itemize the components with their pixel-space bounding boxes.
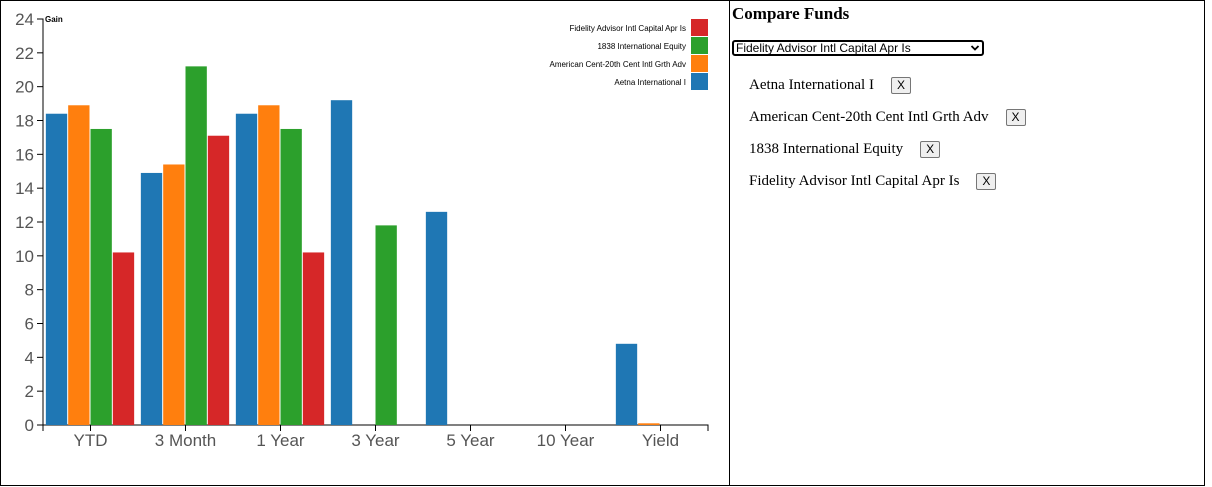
bar: [281, 129, 302, 425]
bar: [68, 105, 89, 425]
fund-item: Fidelity Advisor Intl Capital Apr Is X: [749, 165, 1026, 197]
y-tick-label: 18: [15, 112, 34, 131]
bar: [113, 252, 134, 425]
legend-label: Aetna International I: [614, 78, 686, 87]
x-tick-label: YTD: [74, 431, 108, 450]
fund-item: Aetna International I X: [749, 69, 1026, 101]
y-tick-label: 8: [25, 281, 34, 300]
x-tick-label: 3 Month: [155, 431, 216, 450]
fund-item: 1838 International Equity X: [749, 133, 1026, 165]
x-tick-label: 10 Year: [537, 431, 595, 450]
x-axis: YTD 3 Month 1 Year 3 Year 5 Year 10 Year Yield: [43, 425, 708, 450]
fund-list: Aetna International I X American Cent-20…: [749, 69, 1026, 197]
legend-swatch: [691, 73, 708, 90]
fund-item: American Cent-20th Cent Intl Grth Adv X: [749, 101, 1026, 133]
x-tick-label: 5 Year: [446, 431, 495, 450]
fund-select[interactable]: Fidelity Advisor Intl Capital Apr Is: [732, 40, 984, 56]
y-tick-label: 22: [15, 44, 34, 63]
legend-swatch: [691, 55, 708, 72]
fund-select-value: Fidelity Advisor Intl Capital Apr Is: [736, 42, 970, 54]
x-tick-label: 3 Year: [351, 431, 400, 450]
bar: [163, 164, 184, 425]
bar: [258, 105, 279, 425]
bar: [331, 100, 352, 425]
remove-fund-button[interactable]: X: [1006, 109, 1026, 126]
y-axis-label: Gain: [45, 15, 63, 24]
compare-panel: Compare Funds Fidelity Advisor Intl Capi…: [729, 0, 1205, 486]
bar: [186, 66, 207, 425]
legend-swatch: [691, 37, 708, 54]
panel-title: Compare Funds: [732, 4, 849, 24]
fund-name: Aetna International I: [749, 77, 874, 94]
x-tick-label: Yield: [642, 431, 679, 450]
y-tick-label: 0: [25, 416, 34, 435]
bar: [141, 173, 162, 425]
fund-name: American Cent-20th Cent Intl Grth Adv: [749, 109, 989, 126]
bar: [638, 423, 659, 425]
y-tick-label: 16: [15, 145, 34, 164]
legend-label: American Cent-20th Cent Intl Grth Adv: [549, 60, 686, 69]
legend-swatch: [691, 19, 708, 36]
bar: [236, 114, 257, 425]
y-tick-label: 20: [15, 78, 34, 97]
bars: [46, 66, 660, 425]
fund-name: Fidelity Advisor Intl Capital Apr Is: [749, 173, 959, 190]
remove-fund-button[interactable]: X: [891, 77, 911, 94]
y-tick-label: 6: [25, 315, 34, 334]
legend: Fidelity Advisor Intl Capital Apr Is 1838…: [549, 19, 708, 90]
x-tick-label: 1 Year: [256, 431, 305, 450]
bar: [376, 225, 397, 425]
bar: [303, 252, 324, 425]
chevron-down-icon: [970, 43, 980, 53]
y-tick-label: 14: [15, 179, 34, 198]
fund-name: 1838 International Equity: [749, 141, 903, 158]
bar: [426, 212, 447, 425]
bar: [91, 129, 112, 425]
y-tick-label: 24: [15, 10, 34, 29]
y-tick-label: 10: [15, 247, 34, 266]
remove-fund-button[interactable]: X: [976, 173, 996, 190]
remove-fund-button[interactable]: X: [920, 141, 940, 158]
y-tick-label: 2: [25, 382, 34, 401]
legend-label: 1838 International Equity: [597, 42, 686, 51]
chart-panel: 0 2 4 6 8 10 12 14 16 18 20 22 24 Gain YTD 3 Month 1 Yea…: [0, 0, 730, 486]
y-tick-label: 4: [25, 348, 34, 367]
bar: [208, 136, 229, 425]
y-tick-label: 12: [15, 213, 34, 232]
legend-label: Fidelity Advisor Intl Capital Apr Is: [570, 24, 687, 33]
bar: [616, 344, 637, 425]
bar: [46, 114, 67, 425]
